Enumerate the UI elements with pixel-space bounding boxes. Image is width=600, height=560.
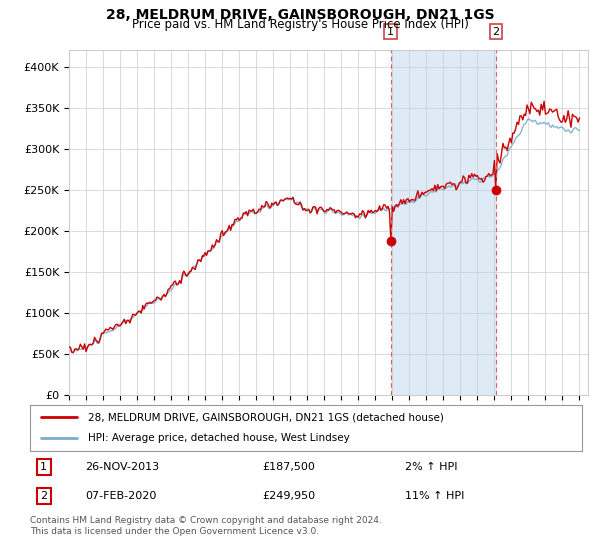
Text: 11% ↑ HPI: 11% ↑ HPI: [406, 491, 465, 501]
Text: Contains HM Land Registry data © Crown copyright and database right 2024.
This d: Contains HM Land Registry data © Crown c…: [30, 516, 382, 536]
Text: 07-FEB-2020: 07-FEB-2020: [85, 491, 157, 501]
Text: 2% ↑ HPI: 2% ↑ HPI: [406, 462, 458, 472]
Text: 28, MELDRUM DRIVE, GAINSBOROUGH, DN21 1GS: 28, MELDRUM DRIVE, GAINSBOROUGH, DN21 1G…: [106, 8, 494, 22]
Text: Price paid vs. HM Land Registry's House Price Index (HPI): Price paid vs. HM Land Registry's House …: [131, 18, 469, 31]
Text: 1: 1: [40, 462, 47, 472]
Text: 28, MELDRUM DRIVE, GAINSBOROUGH, DN21 1GS (detached house): 28, MELDRUM DRIVE, GAINSBOROUGH, DN21 1G…: [88, 412, 444, 422]
Text: £249,950: £249,950: [262, 491, 315, 501]
Text: 26-NOV-2013: 26-NOV-2013: [85, 462, 160, 472]
Text: 2: 2: [493, 27, 500, 36]
Text: 2: 2: [40, 491, 47, 501]
Text: 1: 1: [387, 27, 394, 36]
Text: HPI: Average price, detached house, West Lindsey: HPI: Average price, detached house, West…: [88, 433, 350, 444]
Bar: [391, 50, 496, 395]
Text: £187,500: £187,500: [262, 462, 315, 472]
